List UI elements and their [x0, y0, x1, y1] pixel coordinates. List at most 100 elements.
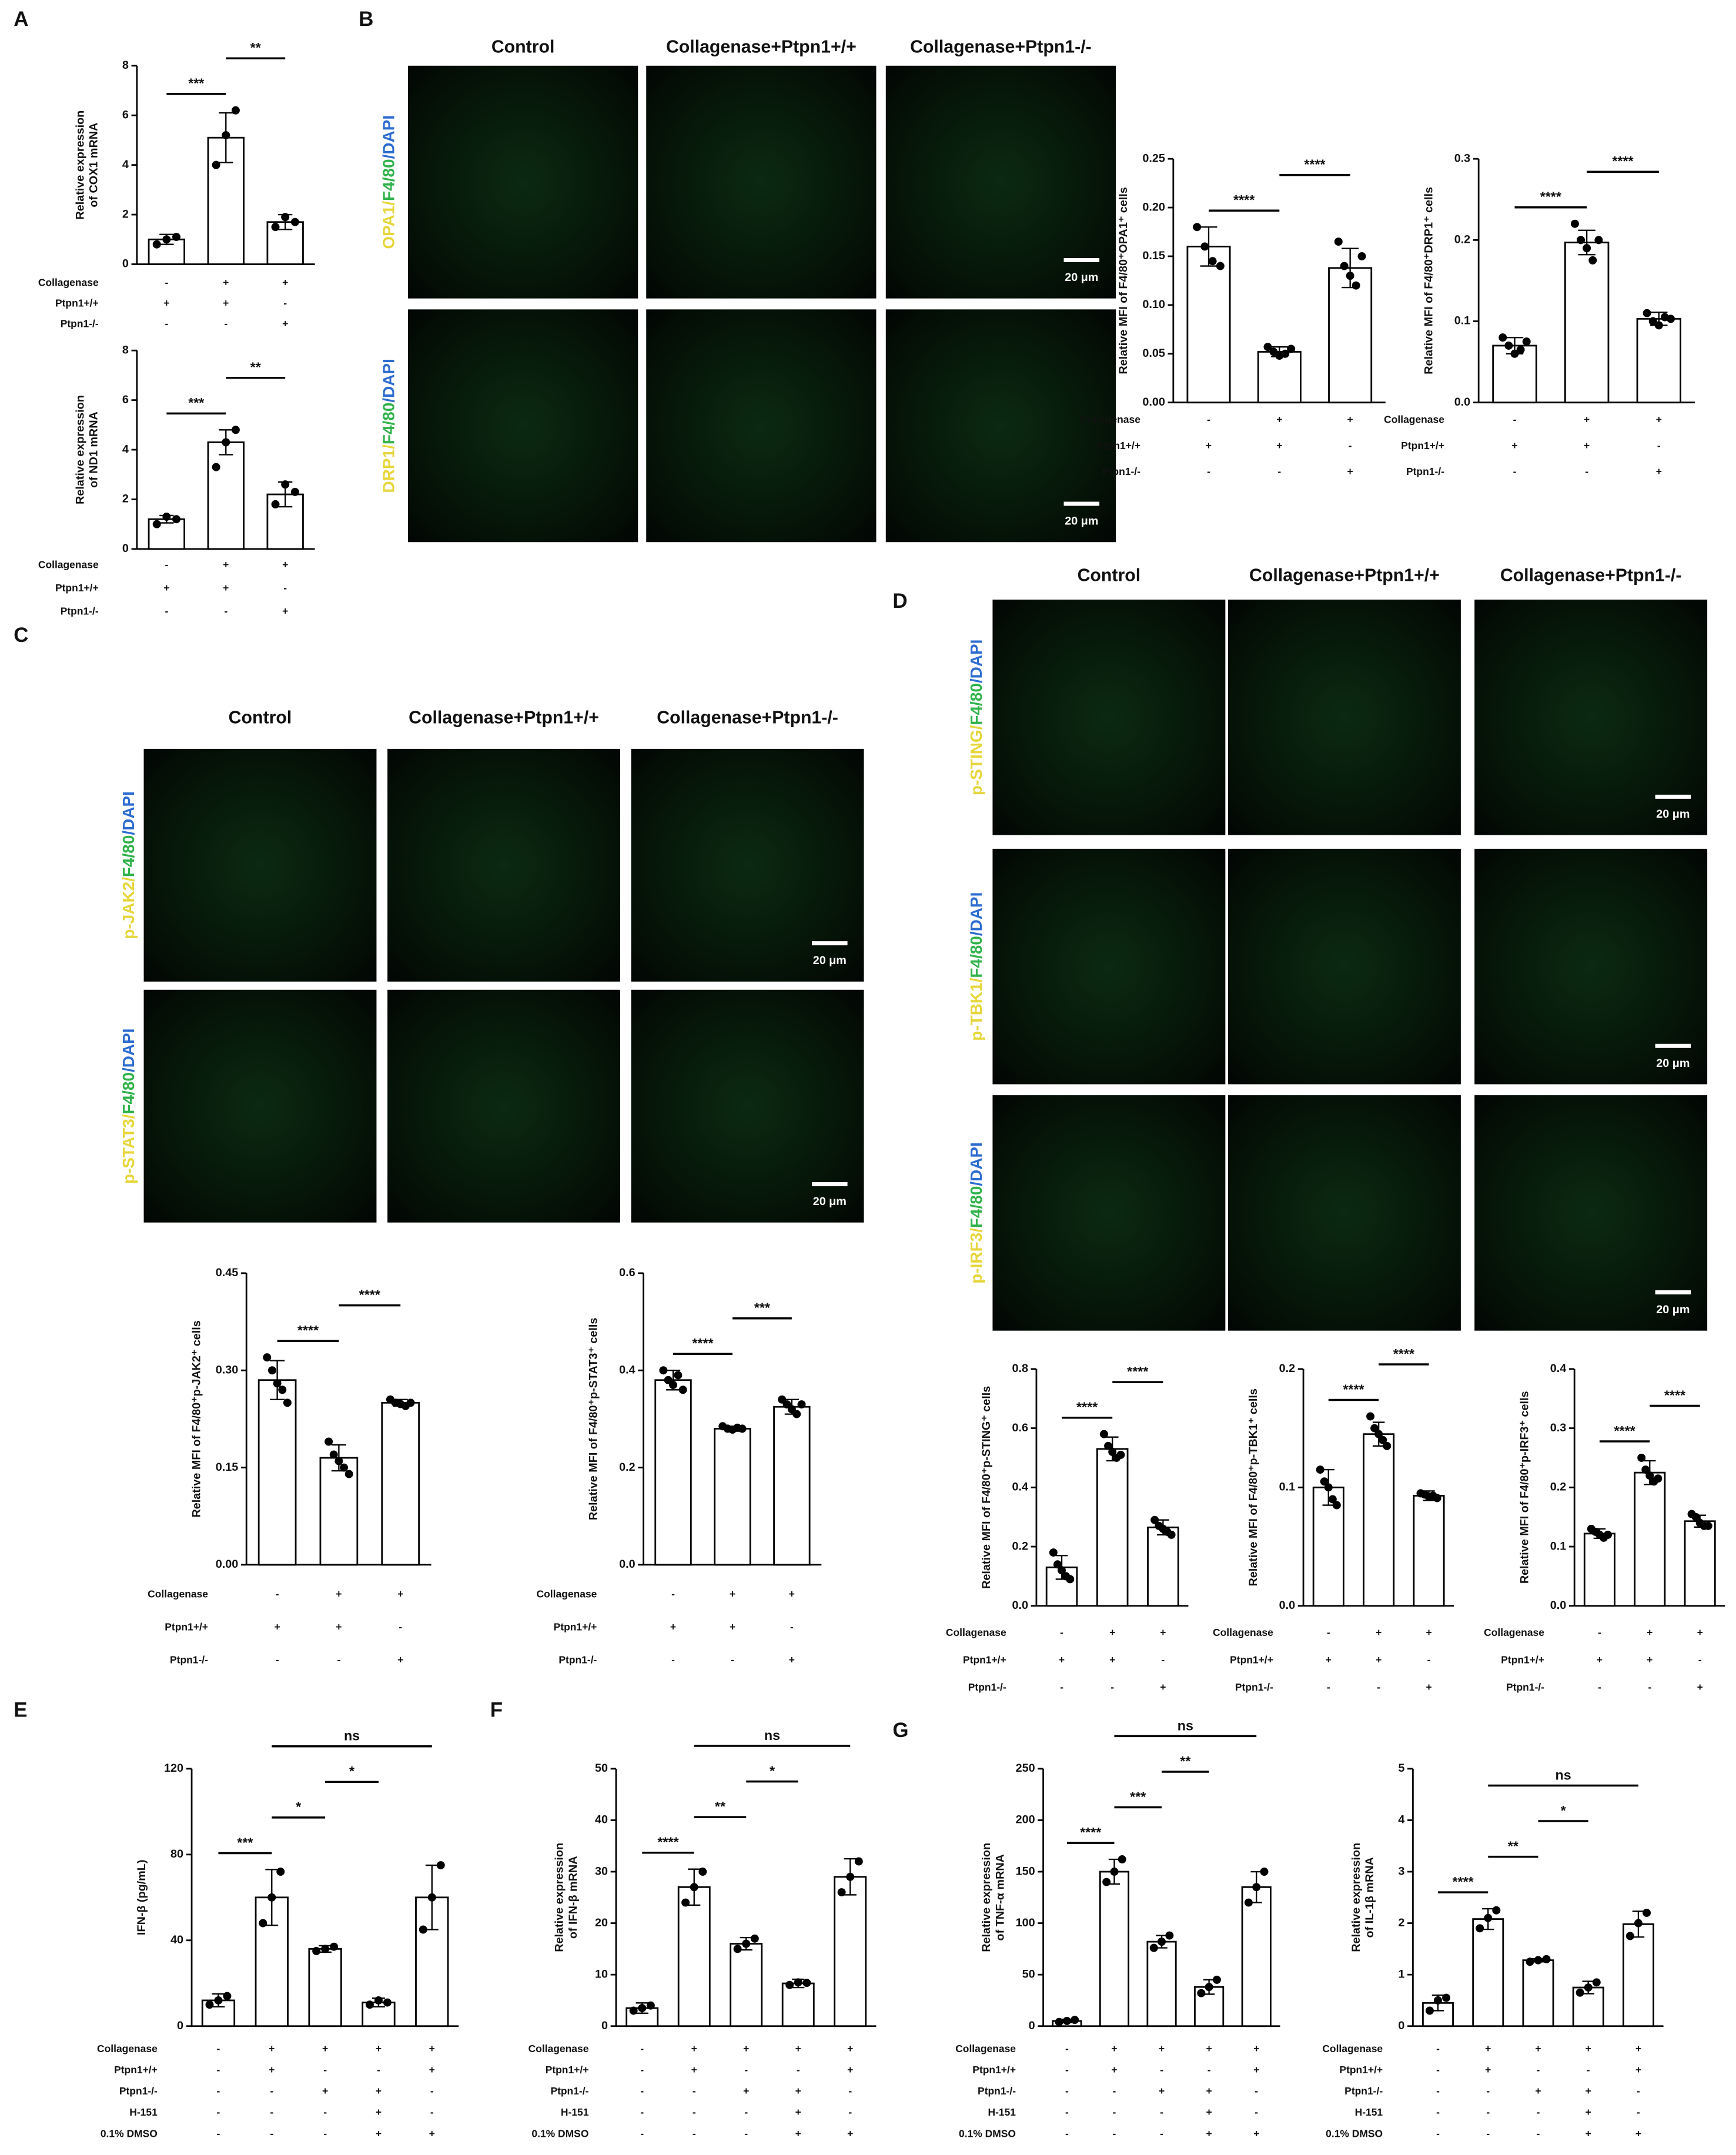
- data-point: [427, 1893, 436, 1902]
- significance-label: ****: [1127, 1364, 1149, 1379]
- data-point: [281, 213, 290, 222]
- data-point: [1625, 1932, 1634, 1940]
- y-tick-label: 6: [122, 393, 129, 406]
- y-tick-label: 1: [1398, 1967, 1404, 1980]
- bar: [730, 1943, 763, 2027]
- y-tick-label: 0.0: [619, 1558, 635, 1571]
- condition-value: +: [1206, 440, 1212, 451]
- y-tick-label: 120: [164, 1762, 183, 1775]
- condition-value: +: [1109, 1654, 1115, 1666]
- data-point: [1324, 1483, 1333, 1492]
- y-tick-label: 30: [595, 1865, 608, 1878]
- y-tick-label: 0.05: [1142, 347, 1165, 360]
- y-axis-label-line: Relative MFI of F4/80⁺p-STAT3⁺ cells: [587, 1318, 600, 1520]
- significance-label: ns: [344, 1728, 360, 1744]
- panel-label: F: [490, 1698, 503, 1721]
- condition-value: +: [1160, 1681, 1166, 1693]
- data-point: [698, 1868, 707, 1876]
- condition-value: +: [376, 2085, 382, 2097]
- data-point: [1165, 1931, 1174, 1940]
- significance-label: ****: [1080, 1825, 1102, 1840]
- micrograph: [387, 748, 620, 982]
- condition-value: -: [744, 2127, 748, 2139]
- condition-value: -: [1657, 440, 1661, 451]
- micrograph: [885, 65, 1116, 299]
- condition-value: +: [1159, 2043, 1165, 2054]
- y-tick-label: 50: [1022, 1967, 1035, 1980]
- condition-value: -: [640, 2106, 644, 2118]
- stain-part: DAPI: [967, 1142, 985, 1182]
- condition-value: -: [640, 2064, 644, 2076]
- condition-value: -: [1436, 2085, 1440, 2097]
- condition-name: 0.1% DMSO: [959, 2127, 1016, 2139]
- micrograph: [646, 65, 877, 299]
- stain-part: DAPI: [380, 359, 398, 398]
- condition-name: Collagenase: [38, 277, 99, 289]
- stain-part: p-STING: [967, 730, 985, 795]
- condition-name: Ptpn1-/-: [61, 318, 99, 330]
- data-point: [1102, 1878, 1111, 1886]
- condition-value: +: [274, 1621, 280, 1633]
- condition-value: -: [848, 2085, 852, 2097]
- condition-value: +: [429, 2043, 435, 2054]
- data-point: [172, 233, 180, 242]
- bar: [714, 1428, 751, 1566]
- data-point: [1346, 272, 1354, 280]
- condition-value: -: [217, 2106, 220, 2118]
- condition-value: -: [1161, 1654, 1165, 1666]
- significance-label: ****: [692, 1336, 714, 1351]
- panel-label: G: [892, 1719, 908, 1742]
- condition-value: -: [1065, 2106, 1069, 2118]
- data-point: [406, 1398, 415, 1407]
- data-point: [1691, 1512, 1700, 1521]
- condition-value: +: [1635, 2127, 1641, 2139]
- data-point: [222, 438, 230, 447]
- y-tick-label: 3: [1398, 1865, 1404, 1878]
- data-point: [1570, 219, 1579, 228]
- significance-label: ns: [1556, 1767, 1571, 1782]
- bar: [1472, 1918, 1504, 2027]
- scale-bar-label: 20 μm: [1065, 515, 1098, 528]
- micrograph: [631, 748, 864, 982]
- y-tick-label: 0.8: [1012, 1362, 1028, 1375]
- y-tick-label: 0.0: [1454, 396, 1471, 409]
- y-tick-label: 150: [1016, 1865, 1035, 1878]
- stain-label: p-IRF3/F4/80/DAPI: [967, 1142, 985, 1284]
- condition-value: -: [1637, 2106, 1640, 2118]
- y-tick-label: 0.4: [1550, 1362, 1567, 1375]
- bar: [207, 136, 245, 265]
- data-point: [1071, 2016, 1079, 2025]
- condition-value: -: [1113, 2085, 1116, 2097]
- stain-part: F4/80: [120, 1072, 138, 1114]
- data-point: [1332, 1501, 1341, 1510]
- significance-label: ****: [1393, 1346, 1415, 1361]
- condition-name: Ptpn1+/+: [1501, 1654, 1544, 1666]
- bar: [148, 238, 186, 265]
- micrograph: [631, 989, 864, 1223]
- significance-label: ****: [297, 1323, 319, 1338]
- y-axis-label-line: Relative MFI of F4/80⁺p-STING⁺ cells: [980, 1386, 993, 1589]
- condition-value: +: [397, 1588, 403, 1600]
- condition-value: -: [217, 2043, 220, 2054]
- stain-part: /: [120, 1114, 138, 1119]
- condition-name: Ptpn1+/+: [1339, 2064, 1383, 2076]
- y-tick-label: 0.15: [1142, 249, 1165, 262]
- condition-value: +: [1647, 1627, 1653, 1638]
- data-point: [1058, 1566, 1066, 1575]
- data-point: [1643, 309, 1651, 317]
- condition-value: -: [1207, 466, 1210, 477]
- significance-label: **: [715, 1799, 726, 1814]
- condition-value: +: [1535, 2085, 1541, 2097]
- condition-name: Ptpn1+/+: [1230, 1654, 1273, 1666]
- data-point: [1366, 1412, 1375, 1421]
- data-point: [1583, 244, 1591, 253]
- micrograph: [408, 65, 638, 299]
- condition-value: -: [1436, 2064, 1440, 2076]
- data-point: [340, 1463, 349, 1472]
- condition-value: -: [1113, 2127, 1116, 2139]
- bar: [654, 1379, 692, 1566]
- condition-name: Ptpn1+/+: [1401, 440, 1444, 451]
- condition-name: Collagenase: [955, 2043, 1016, 2054]
- data-point: [1252, 1883, 1261, 1892]
- y-tick-label: 0.2: [1550, 1481, 1567, 1494]
